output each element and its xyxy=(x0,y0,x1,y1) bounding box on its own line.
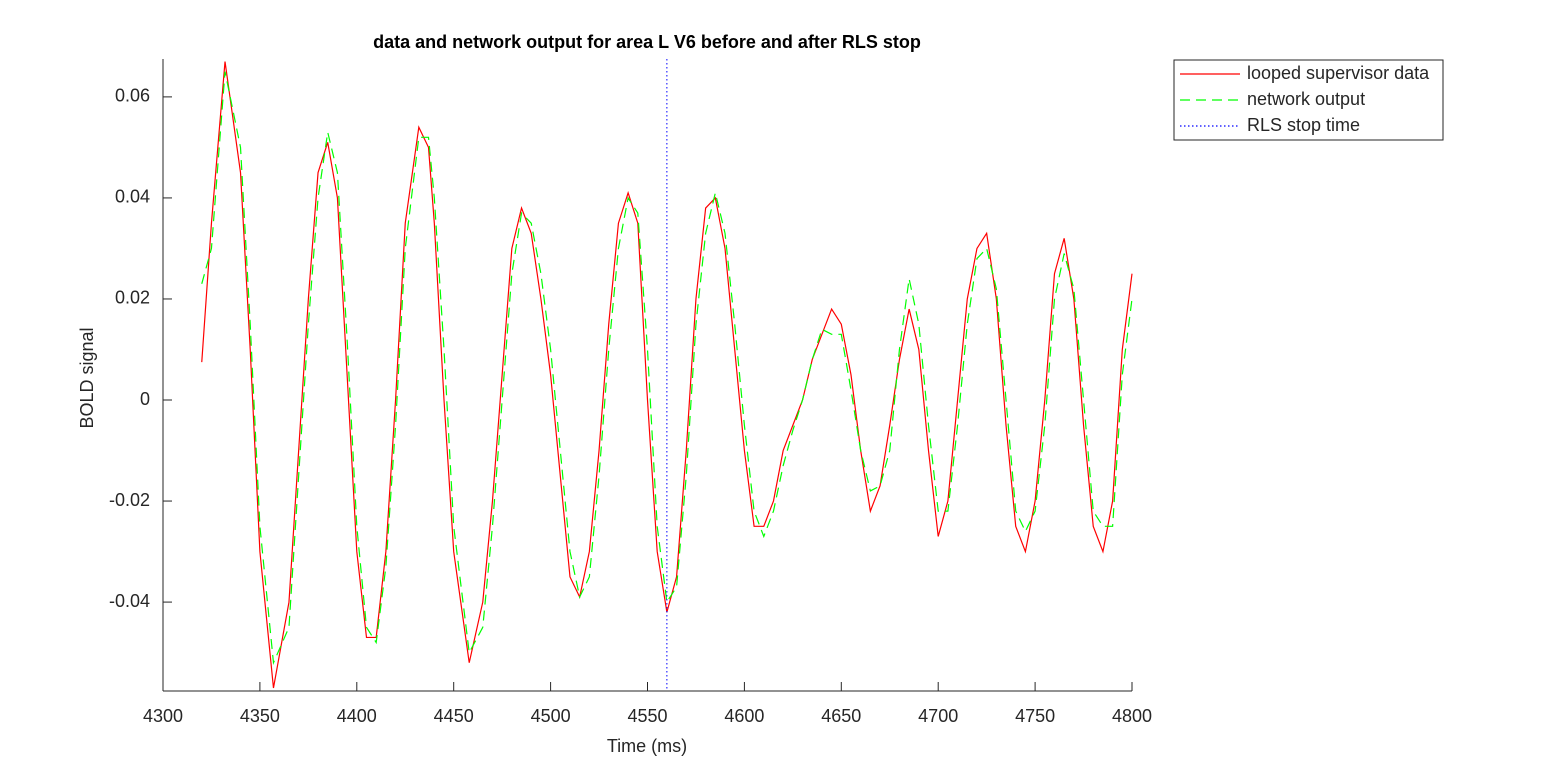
x-tick-label: 4300 xyxy=(143,706,183,726)
x-tick-label: 4350 xyxy=(240,706,280,726)
x-tick-label: 4450 xyxy=(434,706,474,726)
x-tick-label: 4600 xyxy=(724,706,764,726)
y-tick-label: -0.02 xyxy=(109,490,150,510)
x-tick-label: 4500 xyxy=(531,706,571,726)
x-tick-label: 4650 xyxy=(821,706,861,726)
x-axis-label: Time (ms) xyxy=(607,736,687,756)
y-tick-label: 0.02 xyxy=(115,288,150,308)
x-tick-label: 4550 xyxy=(627,706,667,726)
series-line xyxy=(201,61,1133,689)
chart-title: data and network output for area L V6 be… xyxy=(373,32,921,52)
legend-label: RLS stop time xyxy=(1247,115,1360,135)
y-axis-label: BOLD signal xyxy=(77,327,97,428)
series-line xyxy=(201,71,1133,666)
y-tick-label: 0 xyxy=(140,389,150,409)
x-tick-label: 4750 xyxy=(1015,706,1055,726)
x-tick-label: 4700 xyxy=(918,706,958,726)
legend-label: looped supervisor data xyxy=(1247,63,1430,83)
x-tick-label: 4800 xyxy=(1112,706,1152,726)
y-tick-label: -0.04 xyxy=(109,591,150,611)
x-tick-label: 4400 xyxy=(337,706,377,726)
legend-label: network output xyxy=(1247,89,1365,109)
y-tick-label: 0.04 xyxy=(115,187,150,207)
y-tick-label: 0.06 xyxy=(115,86,150,106)
